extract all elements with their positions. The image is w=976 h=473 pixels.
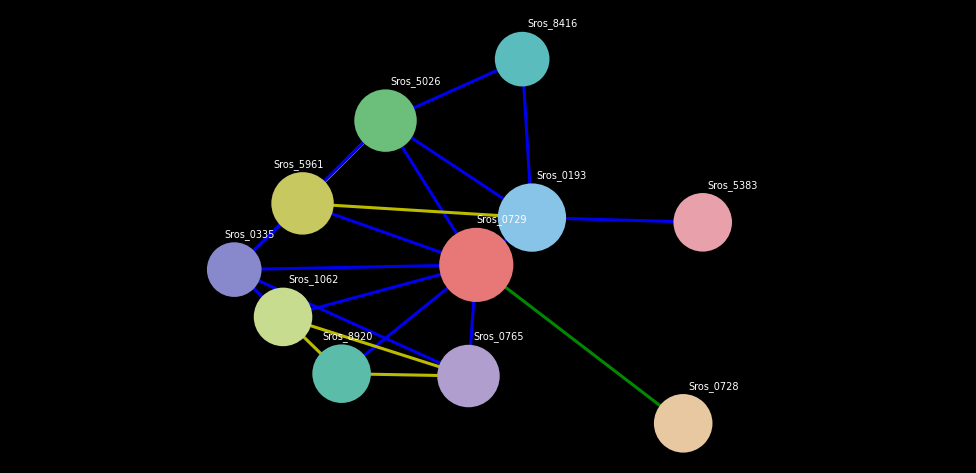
Text: Sros_1062: Sros_1062: [288, 274, 339, 285]
Ellipse shape: [207, 242, 262, 297]
Text: Sros_0335: Sros_0335: [224, 229, 275, 240]
Text: Sros_5026: Sros_5026: [390, 76, 441, 87]
Ellipse shape: [437, 345, 500, 407]
Ellipse shape: [312, 344, 371, 403]
Text: Sros_0728: Sros_0728: [688, 381, 739, 392]
Ellipse shape: [354, 89, 417, 152]
Ellipse shape: [654, 394, 712, 453]
Text: Sros_8920: Sros_8920: [322, 331, 373, 342]
Text: Sros_0729: Sros_0729: [476, 215, 527, 226]
Ellipse shape: [439, 228, 513, 302]
Ellipse shape: [495, 32, 549, 87]
Ellipse shape: [498, 184, 566, 252]
Ellipse shape: [271, 172, 334, 235]
Text: Sros_5961: Sros_5961: [273, 159, 324, 170]
Text: Sros_5383: Sros_5383: [708, 180, 758, 191]
Text: Sros_8416: Sros_8416: [527, 18, 577, 29]
Text: Sros_0193: Sros_0193: [537, 170, 587, 181]
Ellipse shape: [254, 288, 312, 346]
Ellipse shape: [673, 193, 732, 252]
Text: Sros_0765: Sros_0765: [473, 332, 524, 342]
